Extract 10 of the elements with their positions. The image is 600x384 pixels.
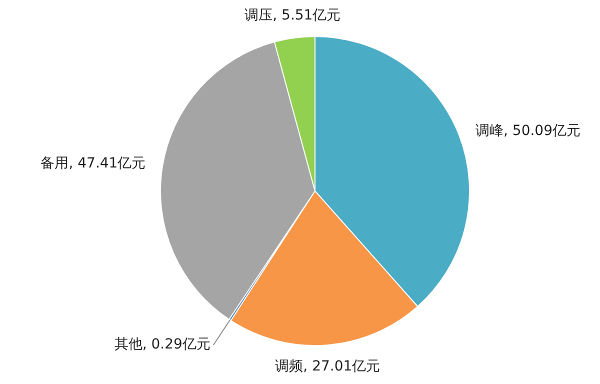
slice-label: 备用 — [40, 155, 69, 172]
data-label: , 27.01亿元 — [303, 358, 380, 375]
data-label: , 0.29亿元 — [142, 336, 210, 353]
slice-label: 调峰 — [476, 122, 504, 139]
slice-label: 其他 — [114, 336, 142, 353]
data-label: , 50.09亿元 — [504, 122, 580, 139]
data-label: , 5.51亿元 — [272, 8, 341, 24]
data-label: , 47.41亿元 — [68, 155, 146, 172]
slice-label: 调频 — [275, 358, 304, 375]
slice-label: 调压 — [244, 8, 273, 24]
